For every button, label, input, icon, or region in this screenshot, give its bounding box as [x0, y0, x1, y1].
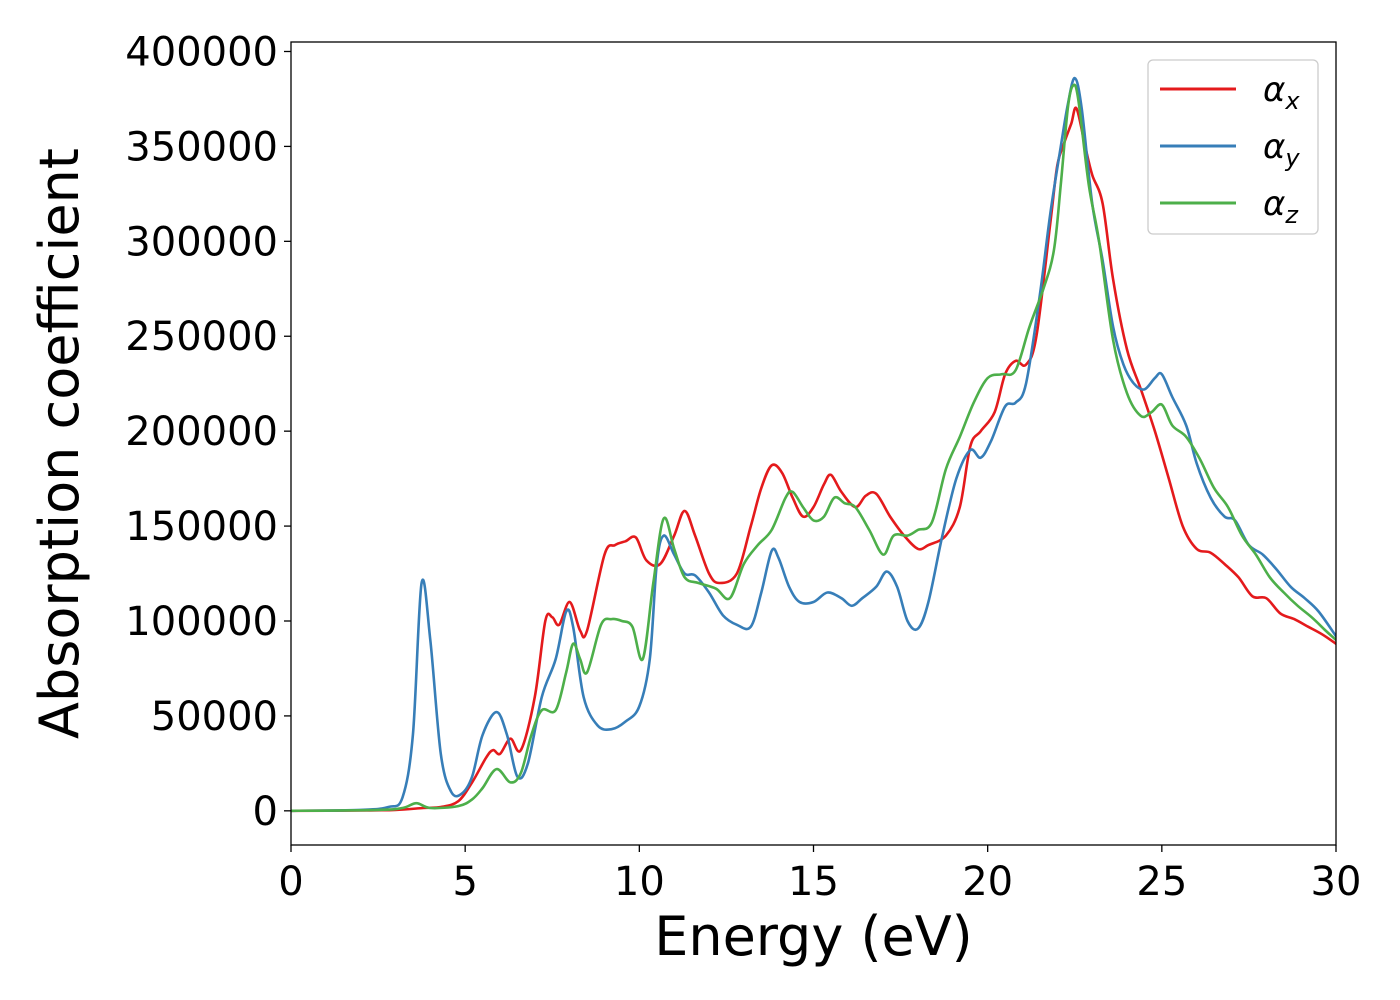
- series-layer: [291, 76, 1336, 813]
- x-tick-label: 15: [788, 859, 839, 905]
- x-tick-label: 30: [1311, 859, 1362, 905]
- legend: αx αy αz: [1147, 59, 1319, 235]
- y-tick-label: 200000: [125, 409, 278, 455]
- legend-label-y: αy: [1263, 127, 1300, 172]
- x-tick-label: 25: [1136, 859, 1187, 905]
- y-tick-label: 300000: [125, 219, 278, 265]
- legend-label-x: αx: [1263, 70, 1300, 115]
- x-tick-label: 10: [614, 859, 665, 905]
- x-tick-label: 20: [962, 859, 1013, 905]
- x-tick-label: 5: [452, 859, 477, 905]
- y-tick-label: 100000: [125, 599, 278, 645]
- y-tick-label: 400000: [125, 29, 278, 75]
- y-tick-label: 150000: [125, 504, 278, 550]
- series-line-z: [291, 83, 1336, 813]
- series-line-y: [291, 76, 1336, 813]
- y-axis-title: Absorption coefficient: [28, 148, 91, 739]
- legend-label-z: αz: [1263, 184, 1299, 229]
- y-tick-label: 0: [253, 789, 278, 835]
- y-tick-label: 250000: [125, 314, 278, 360]
- y-tick-label: 50000: [151, 694, 278, 740]
- x-tick-label: 0: [278, 859, 303, 905]
- y-tick-label: 350000: [125, 124, 278, 170]
- axis-ticks: 0 5 10 15 20 25 30 0 50000 100000 150000 200000 2500…: [125, 29, 1361, 905]
- x-axis-title: Energy (eV): [654, 905, 973, 968]
